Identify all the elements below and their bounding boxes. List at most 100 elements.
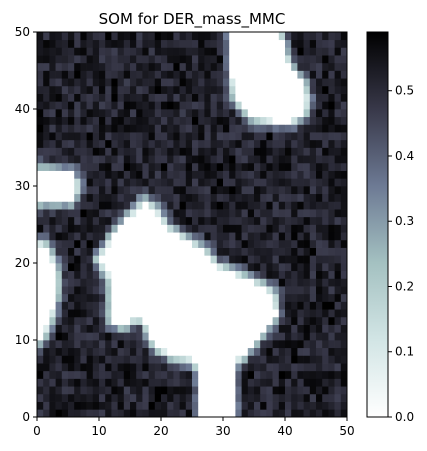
heatmap-cell	[148, 347, 156, 356]
heatmap-cell	[142, 270, 149, 279]
heatmap-cell	[334, 170, 342, 179]
heatmap-cell	[316, 293, 323, 302]
heatmap-cell	[142, 216, 149, 225]
heatmap-cell	[204, 255, 211, 264]
heatmap-cell	[68, 347, 75, 356]
heatmap-cell	[297, 370, 304, 379]
heatmap-cell	[316, 170, 323, 179]
heatmap-cell	[291, 278, 298, 287]
heatmap-cell	[266, 85, 273, 94]
heatmap-cell	[266, 370, 273, 379]
heatmap-cell	[328, 124, 335, 133]
heatmap-cell	[278, 355, 286, 364]
heatmap-cell	[235, 39, 242, 48]
heatmap-cell	[340, 355, 348, 364]
heatmap-cell	[68, 332, 75, 341]
heatmap-cell	[278, 186, 286, 195]
heatmap-cell	[185, 116, 193, 125]
heatmap-cell	[285, 47, 292, 56]
heatmap-cell	[241, 101, 249, 110]
heatmap-cell	[80, 332, 87, 341]
heatmap-cell	[334, 340, 342, 349]
heatmap-cell	[154, 162, 162, 171]
heatmap-cell	[266, 39, 273, 48]
heatmap-cell	[167, 109, 174, 118]
heatmap-cell	[285, 309, 292, 318]
heatmap-cell	[61, 301, 69, 310]
heatmap-cell	[148, 132, 156, 141]
heatmap-cell	[204, 316, 211, 325]
heatmap-cell	[136, 324, 143, 333]
heatmap-cell	[80, 293, 87, 302]
heatmap-cell	[68, 301, 75, 310]
heatmap-cell	[340, 239, 348, 248]
heatmap-cell	[74, 39, 81, 48]
heatmap-cell	[334, 393, 342, 402]
heatmap-cell	[111, 247, 118, 256]
heatmap-cell	[130, 239, 137, 248]
heatmap-cell	[136, 85, 143, 94]
heatmap-cell	[303, 55, 311, 64]
heatmap-cell	[198, 324, 205, 333]
heatmap-cell	[204, 147, 211, 156]
heatmap-cell	[99, 378, 106, 387]
heatmap-cell	[179, 347, 187, 356]
heatmap-cell	[179, 193, 187, 202]
heatmap-cell	[99, 93, 106, 102]
heatmap-cell	[254, 286, 261, 295]
heatmap-cell	[278, 347, 286, 356]
heatmap-cell	[68, 139, 75, 148]
heatmap-cell	[223, 55, 230, 64]
heatmap-cell	[142, 155, 149, 164]
heatmap-cell	[266, 47, 273, 56]
heatmap-cell	[99, 232, 106, 241]
heatmap-cell	[291, 178, 298, 187]
colorbar-tick-label: 0.2	[395, 279, 414, 293]
heatmap-cell	[291, 224, 298, 233]
heatmap-cell	[105, 178, 112, 187]
heatmap-cell	[285, 70, 292, 79]
heatmap-cell	[148, 309, 156, 318]
x-tick-label: 50	[339, 424, 354, 438]
heatmap-cell	[80, 316, 87, 325]
heatmap-cell	[68, 401, 75, 410]
heatmap-cell	[148, 178, 156, 187]
heatmap-cell	[86, 39, 94, 48]
heatmap-cell	[334, 209, 342, 218]
heatmap-cell	[161, 378, 168, 387]
heatmap-cell	[204, 101, 211, 110]
heatmap-cell	[123, 178, 131, 187]
heatmap-cell	[198, 363, 205, 372]
heatmap-cell	[74, 293, 81, 302]
heatmap-cell	[229, 386, 236, 395]
heatmap-cell	[192, 162, 199, 171]
heatmap-cell	[173, 116, 180, 125]
heatmap-cell	[185, 309, 193, 318]
heatmap-cell	[43, 55, 50, 64]
heatmap-cell	[61, 70, 69, 79]
heatmap-cell	[173, 340, 180, 349]
heatmap-cell	[328, 378, 335, 387]
heatmap-cell	[117, 178, 125, 187]
heatmap-cell	[55, 162, 63, 171]
heatmap-cell	[285, 201, 292, 210]
heatmap-cell	[99, 147, 106, 156]
heatmap-cell	[37, 286, 44, 295]
heatmap-cell	[204, 47, 211, 56]
heatmap-cell	[154, 286, 162, 295]
heatmap-cell	[130, 32, 137, 41]
heatmap-cell	[260, 239, 267, 248]
heatmap-cell	[123, 363, 131, 372]
heatmap-cell	[316, 132, 323, 141]
heatmap-cell	[49, 109, 56, 118]
heatmap-cell	[235, 355, 242, 364]
heatmap-cell	[309, 293, 317, 302]
heatmap-cell	[328, 39, 335, 48]
heatmap-cell	[37, 39, 44, 48]
heatmap-cell	[204, 409, 211, 418]
heatmap-cell	[210, 224, 218, 233]
heatmap-cell	[123, 370, 131, 379]
heatmap-cell	[291, 85, 298, 94]
heatmap-cell	[68, 363, 75, 372]
heatmap-cell	[111, 139, 118, 148]
